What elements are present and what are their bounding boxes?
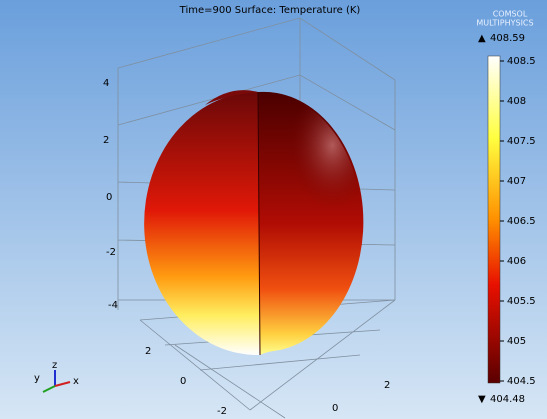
max-marker: ▲	[478, 33, 486, 44]
triad: z x y	[34, 360, 79, 393]
y-tick-label: 2	[145, 346, 151, 357]
colorbar-ticks: 408.5 408 407.5 407 406.5 406 405.5 405 404.5	[500, 56, 536, 387]
colorbar-tick-label: 406.5	[507, 216, 536, 227]
top-cap	[205, 90, 258, 105]
colorbar-max: 408.59	[490, 33, 525, 44]
edge	[257, 91, 261, 356]
colorbar-tick-label: 405	[507, 336, 526, 347]
min-marker: ▼	[478, 394, 486, 405]
x-tick-label: 2	[384, 380, 390, 391]
colorbar-tick-label: 407.5	[507, 136, 536, 147]
z-tick-label: 4	[103, 78, 109, 89]
logo: MULTIPHYSICS	[476, 19, 533, 28]
sphere	[144, 90, 382, 356]
logo: COMSOL	[493, 10, 528, 19]
z-tick-label: 2	[103, 135, 109, 146]
colorbar-tick-label: 405.5	[507, 296, 536, 307]
y-tick-label: 0	[180, 376, 186, 387]
z-tick-label: -4	[108, 300, 118, 311]
cut-face	[144, 92, 260, 356]
axis-labels: 4 2 0 -2 -4 2 0 -2 2 0	[103, 78, 390, 417]
colorbar	[487, 55, 501, 384]
highlight	[258, 91, 382, 271]
triad-y: y	[34, 373, 40, 384]
colorbar-tick-label: 406	[507, 256, 526, 267]
triad-z: z	[52, 360, 57, 371]
colorbar-tick-label: 407	[507, 176, 526, 187]
y-tick-label: -2	[217, 406, 227, 417]
colorbar-tick-label: 408	[507, 96, 526, 107]
x-tick-label: 0	[332, 403, 338, 414]
plot-title: Time=900 Surface: Temperature (K)	[179, 5, 361, 16]
triad-x: x	[73, 376, 79, 387]
colorbar-tick-label: 404.5	[507, 376, 536, 387]
z-tick-label: 0	[106, 192, 112, 203]
x-arrow	[54, 381, 71, 387]
z-tick-label: -2	[106, 247, 116, 258]
colorbar-tick-label: 408.5	[507, 56, 536, 67]
colorbar-min: 404.48	[490, 394, 525, 405]
y-arrow	[42, 385, 56, 393]
